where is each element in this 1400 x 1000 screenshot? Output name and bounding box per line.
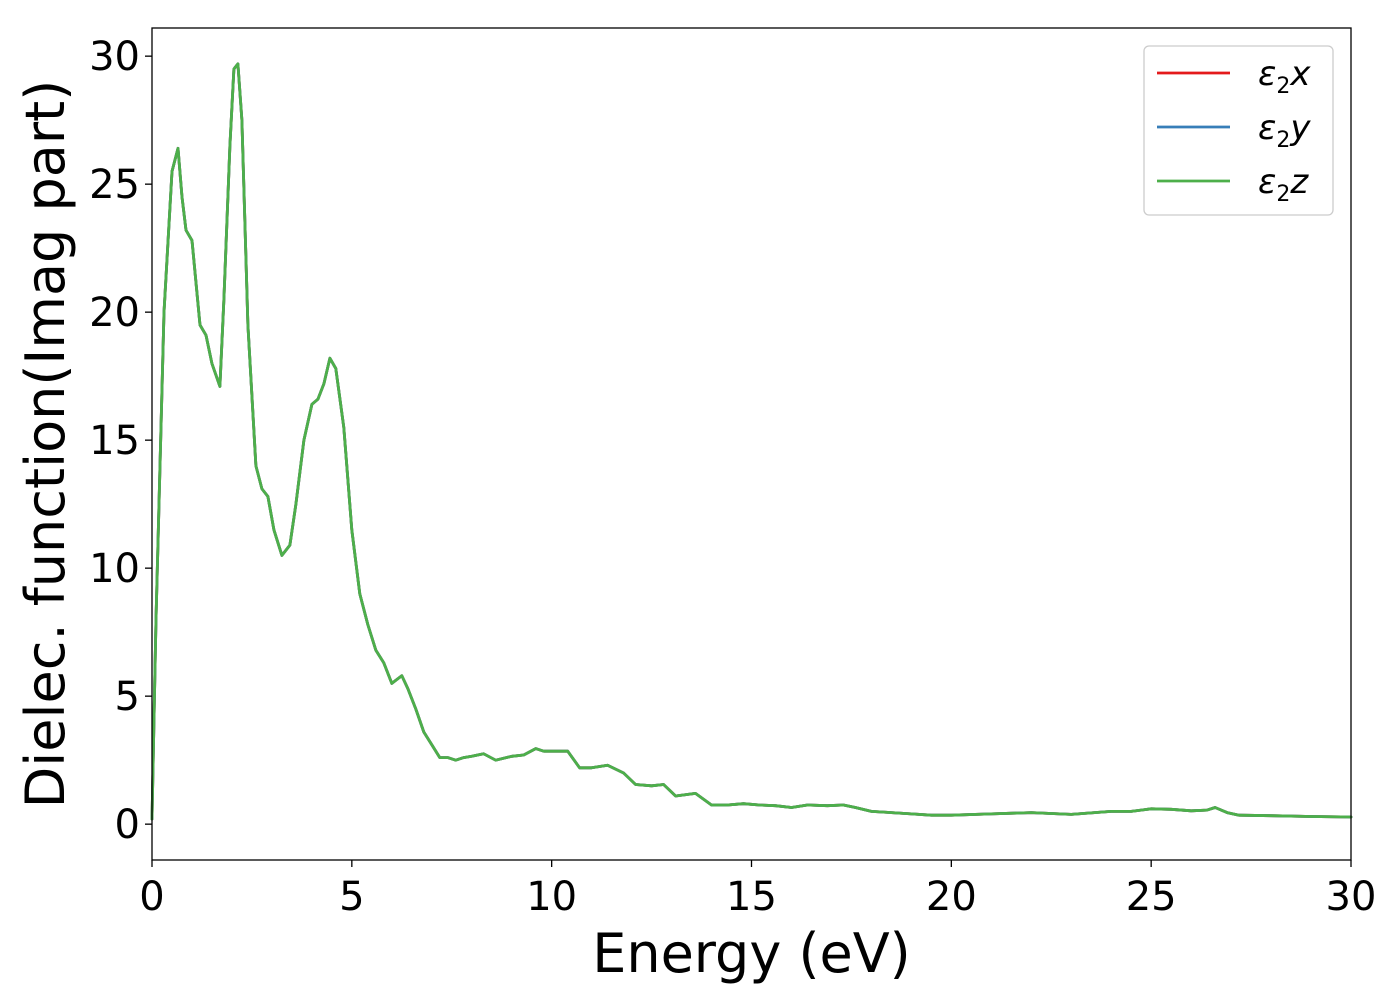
legend-frame [1143,45,1334,216]
x-axis-ticks: 0 5 10 15 20 25 30 [139,860,1376,920]
y-tick-label: 0 [115,802,140,848]
y-tick-label: 25 [89,162,140,208]
y-axis-label: Dielec. function(Imag part) [14,80,77,809]
series-line-3 [150,62,1353,821]
y-tick-label: 5 [115,674,140,720]
x-tick-label: 15 [726,874,777,920]
legend-label-2: ε2y [1258,108,1311,153]
x-tick-label: 20 [926,874,977,920]
y-tick-label: 30 [89,34,140,80]
x-tick-label: 0 [139,874,164,920]
y-tick-label: 15 [89,418,140,464]
y-tick-label: 20 [89,290,140,336]
x-tick-label: 30 [1326,874,1377,920]
x-axis-label: Energy (eV) [592,922,911,985]
y-tick-label: 10 [89,546,140,592]
y-axis-ticks: 0 5 10 15 20 25 30 [89,34,152,848]
x-tick-label: 5 [339,874,364,920]
legend-label-3: ε2z [1258,162,1309,207]
series-layer [150,62,1353,821]
x-tick-label: 10 [526,874,577,920]
legend-label-1: ε2x [1258,54,1311,99]
legend: ε2x ε2y ε2z [1143,45,1334,216]
x-tick-label: 25 [1126,874,1177,920]
